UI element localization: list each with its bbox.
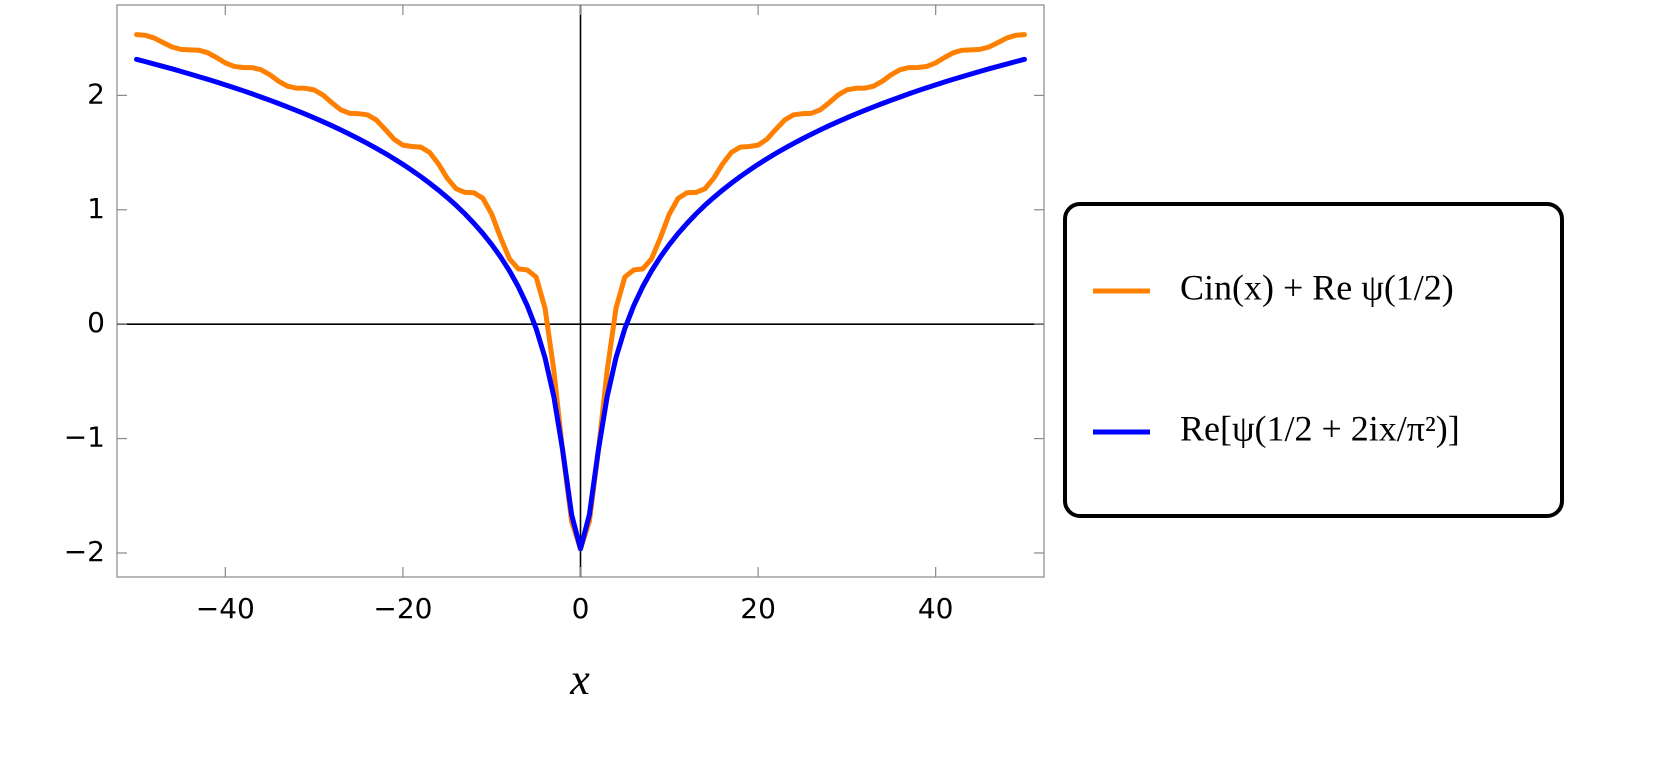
x-tick-label: 40 bbox=[918, 592, 954, 625]
x-axis-label: x bbox=[569, 655, 590, 704]
y-tick-label: 2 bbox=[87, 77, 105, 110]
x-tick-label: −20 bbox=[373, 592, 432, 625]
legend-box bbox=[1063, 202, 1564, 518]
y-tick-label: −2 bbox=[64, 535, 105, 568]
x-tick-label: 0 bbox=[572, 592, 590, 625]
x-tick-label: 20 bbox=[740, 592, 776, 625]
legend-label: Cin(x) + Re ψ(1/2) bbox=[1180, 267, 1454, 307]
legend-label: Re[ψ(1/2 + 2ix/π²)] bbox=[1180, 408, 1460, 448]
y-tick-label: −1 bbox=[64, 421, 105, 454]
y-tick-label: 1 bbox=[87, 192, 105, 225]
y-tick-label: 0 bbox=[87, 306, 105, 339]
series-line bbox=[134, 56, 1027, 552]
x-tick-label: −40 bbox=[196, 592, 255, 625]
